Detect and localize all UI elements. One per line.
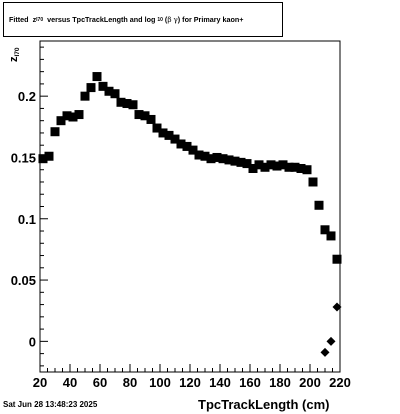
- data-point-diamond: [320, 347, 330, 357]
- x-tick-label: 200: [299, 375, 321, 390]
- data-point: [266, 160, 276, 170]
- x-axis-label: TpcTrackLength (cm): [198, 397, 330, 412]
- title-suffix: ) for Primary kaon+: [177, 15, 244, 24]
- y-axis-label-sub: I70: [14, 47, 21, 57]
- data-point: [296, 163, 306, 173]
- x-tick-label: 220: [329, 375, 351, 390]
- data-point: [218, 154, 228, 164]
- data-point: [170, 134, 180, 144]
- data-point: [140, 111, 150, 121]
- data-point: [272, 161, 282, 171]
- data-point: [116, 97, 126, 107]
- axes: 20 40 60 80 100 120 140 160 180 200 220 0 0.05 0.1 0.1…: [11, 40, 351, 390]
- data-point: [122, 99, 132, 109]
- data-point: [56, 116, 66, 126]
- data-point: [242, 159, 252, 169]
- title-z: z: [32, 15, 37, 24]
- data-point: [290, 162, 300, 172]
- y-tick-label: 0.1: [18, 212, 36, 227]
- data-point: [128, 100, 138, 110]
- x-tick-label: 160: [239, 375, 261, 390]
- data-point: [62, 111, 72, 121]
- data-points: [38, 72, 342, 357]
- data-point: [164, 130, 174, 140]
- x-tick-label: 80: [123, 375, 137, 390]
- data-point: [74, 110, 84, 120]
- data-point: [146, 114, 156, 124]
- data-point: [176, 139, 186, 149]
- x-tick-label: 40: [63, 375, 77, 390]
- data-point: [98, 81, 108, 91]
- timestamp-footer: Sat Jun 28 13:48:23 2025: [3, 400, 98, 409]
- data-point: [278, 160, 288, 170]
- x-tick-label: 100: [149, 375, 171, 390]
- y-tick-label: 0.15: [11, 150, 36, 165]
- data-point: [110, 89, 120, 99]
- data-point: [248, 163, 258, 173]
- y-tick-label: 0.2: [18, 89, 36, 104]
- data-point: [92, 72, 102, 82]
- data-point: [326, 231, 336, 241]
- data-point: [284, 162, 294, 172]
- data-point: [80, 91, 90, 101]
- data-point: [158, 128, 168, 138]
- x-tick-label: 140: [209, 375, 231, 390]
- data-point: [86, 83, 96, 93]
- data-point: [302, 165, 312, 175]
- data-point: [194, 150, 204, 160]
- title-open-paren: (: [164, 15, 168, 24]
- data-point: [230, 156, 240, 166]
- data-point: [236, 157, 246, 167]
- x-tick-label: 20: [33, 375, 47, 390]
- y-tick-label: 0: [29, 334, 36, 349]
- x-tick-label: 60: [93, 375, 107, 390]
- data-point: [182, 141, 192, 151]
- data-point: [260, 162, 270, 172]
- data-point: [224, 155, 234, 165]
- title-prefix: Fitted: [9, 15, 29, 24]
- x-tick-label: 180: [269, 375, 291, 390]
- data-point: [50, 127, 60, 137]
- title-log-sub: 10: [157, 16, 163, 23]
- data-point: [38, 154, 48, 164]
- chart-title: Fitted z I70 versus TpcTrackLength and lo…: [3, 2, 283, 37]
- data-point: [200, 151, 210, 161]
- data-point: [212, 152, 222, 162]
- y-axis-label-text: z: [8, 56, 20, 63]
- data-point: [44, 151, 54, 161]
- data-point: [308, 177, 318, 187]
- data-point-diamond: [326, 336, 336, 346]
- y-tick-label: 0.05: [11, 273, 36, 288]
- plot-frame: [39, 40, 341, 373]
- data-point: [188, 145, 198, 155]
- y-axis-label: zI70: [8, 47, 21, 62]
- data-point-diamond: [332, 302, 342, 312]
- title-gamma: γ: [173, 15, 178, 24]
- data-point: [332, 254, 342, 264]
- title-beta: β: [167, 15, 172, 24]
- data-point: [314, 200, 324, 210]
- title-z-sub: I70: [36, 16, 44, 23]
- data-point: [68, 112, 78, 122]
- data-point: [206, 154, 216, 164]
- data-point: [104, 86, 114, 96]
- data-point: [134, 110, 144, 120]
- x-tick-label: 120: [179, 375, 201, 390]
- title-middle: versus TpcTrackLength and log: [47, 15, 156, 24]
- data-point: [254, 160, 264, 170]
- data-point: [320, 225, 330, 235]
- data-point: [152, 123, 162, 133]
